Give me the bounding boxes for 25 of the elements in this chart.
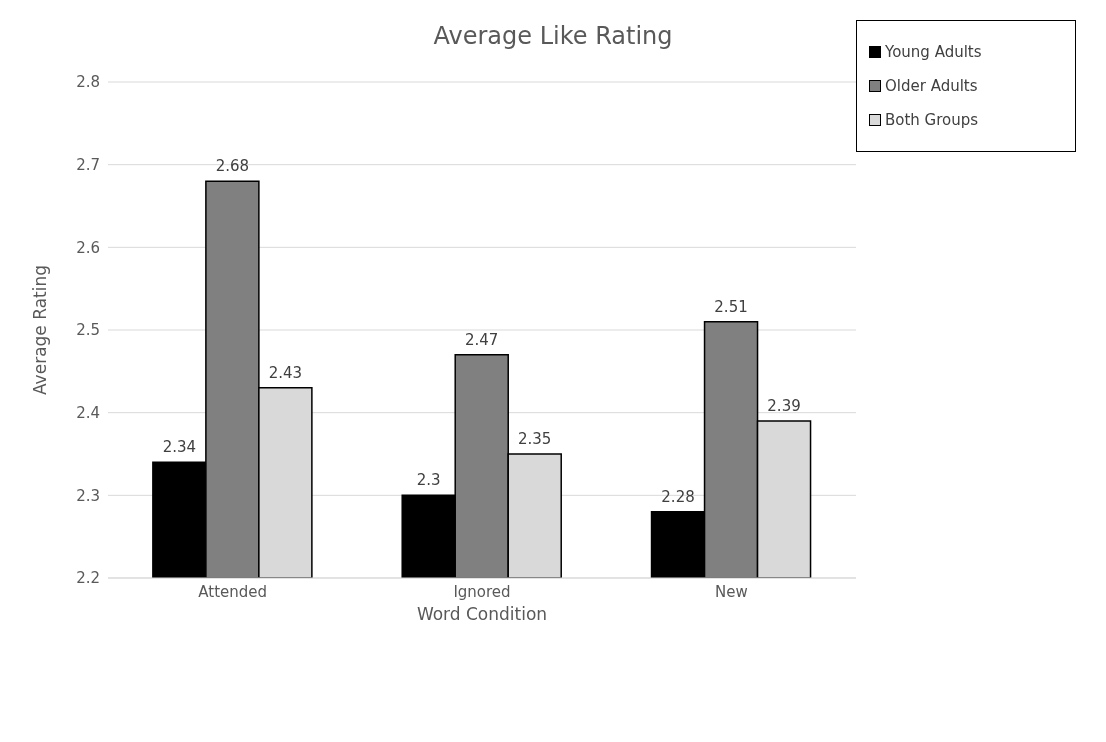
y-tick-label: 2.7 [76, 155, 100, 174]
y-axis-title: Average Rating [30, 264, 51, 396]
x-tick-label: Ignored [453, 582, 511, 601]
x-tick-label: New [714, 582, 748, 601]
data-label: 2.47 [465, 330, 499, 349]
data-label: 2.34 [162, 438, 197, 457]
y-tick-label: 2.4 [76, 403, 100, 422]
legend-label: Young Adults [885, 43, 982, 61]
y-tick-label: 2.3 [76, 486, 100, 505]
data-label: 2.43 [268, 363, 303, 382]
y-tick-label: 2.8 [76, 73, 100, 92]
x-axis-title: Word Condition [416, 604, 548, 624]
data-label: 2.28 [661, 487, 695, 506]
data-label: 2.3 [416, 471, 441, 490]
legend-label: Older Adults [885, 77, 978, 95]
legend-label: Both Groups [885, 111, 979, 129]
data-label: 2.35 [518, 430, 552, 448]
data-label: 2.51 [714, 297, 748, 316]
y-tick-label: 2.2 [76, 569, 100, 588]
x-tick-label: Attended [198, 582, 268, 601]
data-label: 2.39 [767, 396, 801, 415]
y-tick-label: 2.6 [76, 238, 100, 257]
y-tick-label: 2.5 [76, 321, 100, 340]
data-label: 2.68 [215, 157, 250, 176]
chart-title: Average Like Rating [433, 22, 673, 50]
